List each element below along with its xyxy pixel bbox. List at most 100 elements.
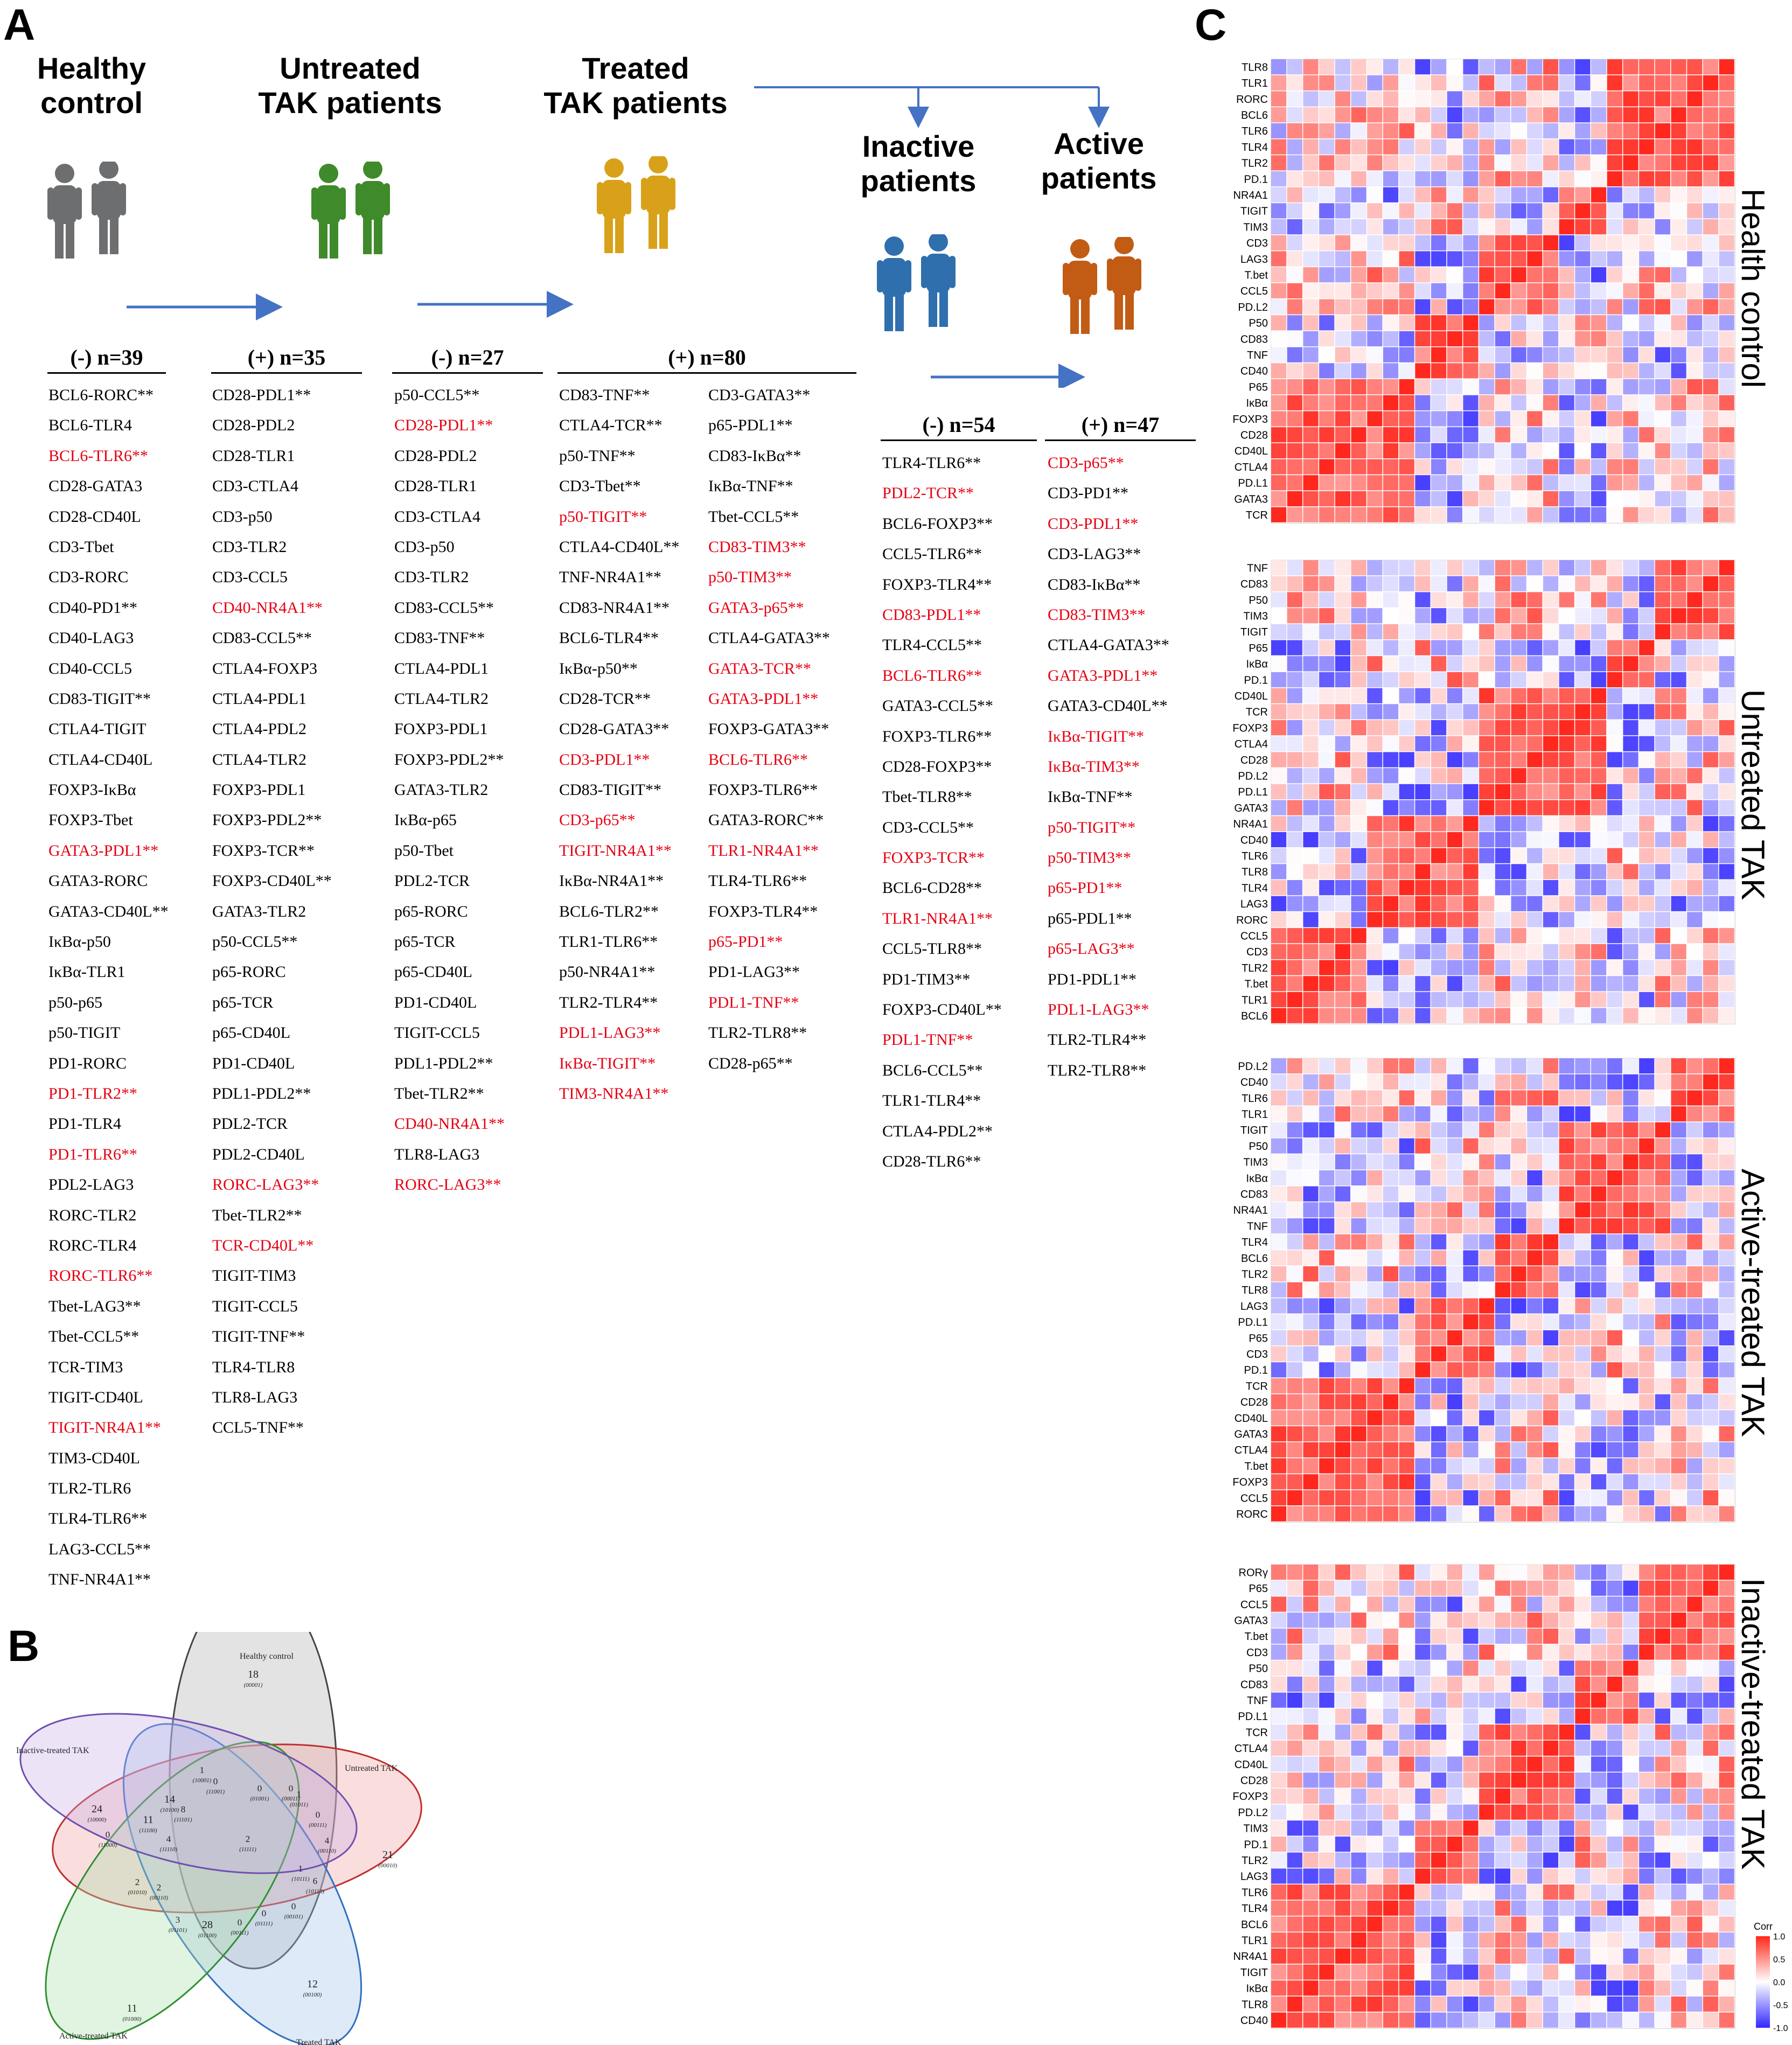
heatmap-cell	[1703, 720, 1719, 736]
heatmap-cell	[1559, 1660, 1574, 1676]
heatmap-cell	[1399, 459, 1414, 474]
gene-pair: CD28-PDL1**	[394, 416, 493, 435]
heatmap-cell	[1527, 1580, 1543, 1596]
heatmap-cell	[1511, 235, 1526, 250]
heatmap-cell	[1607, 912, 1622, 927]
heatmap-cell	[1511, 491, 1526, 507]
heatmap-cell	[1479, 1772, 1495, 1788]
heatmap-cell	[1319, 800, 1335, 815]
heatmap-cell	[1559, 379, 1574, 395]
heatmap-cell	[1559, 395, 1574, 410]
heatmap-gene-label: CD40L	[1235, 1759, 1268, 1771]
heatmap-cell	[1559, 800, 1574, 815]
heatmap-cell	[1415, 1804, 1431, 1820]
heatmap-cell	[1351, 1628, 1366, 1644]
heatmap-cell	[1271, 187, 1287, 203]
heatmap-cell	[1671, 1426, 1686, 1442]
heatmap-cell	[1655, 1346, 1670, 1362]
heatmap-cell	[1511, 1868, 1526, 1884]
heatmap-cell	[1287, 1644, 1302, 1660]
heatmap-cell	[1447, 411, 1462, 427]
inactive-people-icon	[877, 234, 956, 331]
heatmap-cell	[1351, 1410, 1366, 1426]
heatmap-cell	[1543, 139, 1559, 155]
heatmap-cell	[1319, 251, 1335, 267]
heatmap-cell	[1399, 736, 1414, 751]
heatmap-cell	[1479, 1565, 1495, 1580]
heatmap-cell	[1335, 1820, 1350, 1836]
heatmap-cell	[1623, 1932, 1638, 1948]
heatmap-cell	[1703, 656, 1719, 672]
heatmap-cell	[1575, 1314, 1591, 1330]
heatmap-cell	[1671, 1410, 1686, 1426]
heatmap-cell	[1463, 688, 1479, 703]
heatmap-cell	[1623, 59, 1638, 75]
heatmap-cell	[1415, 608, 1431, 624]
heatmap-cell	[1527, 1756, 1543, 1772]
heatmap-cell	[1527, 784, 1543, 799]
heatmap-cell	[1383, 347, 1399, 362]
heatmap-gene-label: CCL5	[1240, 1599, 1268, 1611]
heatmap-cell	[1447, 800, 1462, 815]
heatmap-cell	[1703, 331, 1719, 347]
heatmap-cell	[1335, 379, 1350, 395]
heatmap-cell	[1367, 2012, 1383, 2028]
heatmap-cell	[1287, 203, 1302, 219]
gene-pair: Tbet-CCL5**	[48, 1328, 140, 1346]
heatmap-gene-label: NR4A1	[1233, 819, 1268, 830]
venn-region-code: (00111)	[309, 1822, 327, 1828]
treated-people-icon	[597, 156, 675, 253]
heatmap-gene-label: TLR1	[1242, 1108, 1268, 1120]
heatmap-cell	[1527, 1186, 1543, 1202]
heatmap-cell	[1319, 235, 1335, 250]
heatmap-cell	[1623, 1900, 1638, 1916]
heatmap-cell	[1383, 1074, 1399, 1090]
heatmap-cell	[1399, 928, 1414, 944]
heatmap-cell	[1383, 656, 1399, 672]
heatmap-cell	[1623, 896, 1638, 911]
heatmap-cell	[1575, 283, 1591, 298]
heatmap-cell	[1383, 443, 1399, 458]
heatmap-cell	[1543, 1154, 1559, 1170]
heatmap-cell	[1463, 1885, 1479, 1900]
heatmap-cell	[1575, 1250, 1591, 1266]
heatmap-cell	[1623, 187, 1638, 203]
heatmap-cell	[1559, 347, 1574, 362]
heatmap-cell	[1623, 315, 1638, 331]
heatmap-cell	[1383, 880, 1399, 896]
heatmap-cell	[1303, 203, 1319, 219]
heatmap-cell	[1511, 1596, 1526, 1612]
heatmap-cell	[1639, 1788, 1655, 1804]
heatmap-cell	[1287, 1980, 1302, 1996]
heatmap-cell	[1463, 1218, 1479, 1234]
heatmap-cell	[1607, 1964, 1622, 1980]
heatmap-cell	[1511, 1008, 1526, 1023]
heatmap-cell	[1335, 1660, 1350, 1676]
heatmap-gene-label: T.bet	[1245, 1631, 1268, 1643]
heatmap-cell	[1319, 1186, 1335, 1202]
heatmap-title-active-treated: Active-treated TAK	[1735, 1169, 1771, 1437]
heatmap-cell	[1719, 1330, 1734, 1346]
colorbar	[1756, 1936, 1770, 2028]
heatmap-cell	[1559, 1058, 1574, 1074]
gene-pair: CD83-TIM3**	[708, 538, 806, 556]
heatmap-cell	[1335, 427, 1350, 443]
gene-pair: p50-p65	[48, 993, 102, 1011]
heatmap-cell	[1303, 219, 1319, 235]
heatmap-cell	[1287, 672, 1302, 688]
heatmap-cell	[1351, 784, 1366, 799]
heatmap-cell	[1687, 912, 1703, 927]
heatmap-cell	[1351, 816, 1366, 832]
heatmap-cell	[1303, 1490, 1319, 1506]
heatmap-cell	[1271, 720, 1287, 736]
heatmap-cell	[1671, 1692, 1686, 1708]
gene-pair: CCL5-TLR8**	[882, 940, 982, 958]
heatmap-cell	[1399, 347, 1414, 362]
heatmap-cell	[1623, 1613, 1638, 1628]
heatmap-cell	[1591, 395, 1607, 410]
venn-region-code: (00110)	[318, 1848, 336, 1854]
heatmap-cell	[1431, 363, 1447, 379]
heatmap-cell	[1671, 1996, 1686, 2012]
heatmap-cell	[1351, 123, 1366, 138]
heatmap-cell	[1463, 704, 1479, 720]
